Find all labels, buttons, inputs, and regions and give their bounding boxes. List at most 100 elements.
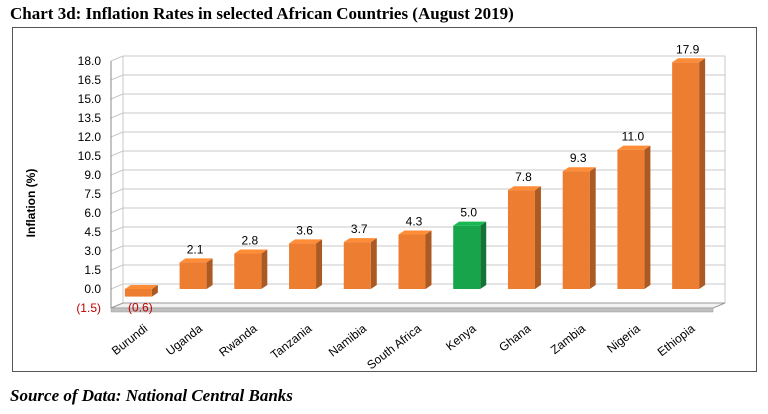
bar-front (179, 262, 207, 289)
bar-burundi (124, 285, 158, 297)
bar-top (289, 239, 323, 244)
bar-side (534, 186, 541, 289)
data-label: 2.8 (241, 234, 258, 248)
bar-top (124, 285, 158, 289)
bar-front (398, 234, 426, 289)
y-tick-label: 1.5 (84, 263, 101, 277)
y-tick-label: 16.5 (78, 73, 102, 87)
y-tick-label: 15.0 (78, 92, 102, 106)
y-axis-ticks: (1.5) 0.0 1.5 3.0 4.5 6.0 7.5 9.0 10.5 12.0 13.5 15… (76, 54, 101, 315)
bar-side (370, 238, 377, 289)
bar-top (617, 145, 651, 150)
bar-ethiopia (672, 58, 706, 290)
source-note: Source of Data: National Central Banks (10, 386, 293, 405)
gridline-depth (110, 169, 124, 176)
y-tick-label: 13.5 (78, 111, 102, 125)
category-label: Burundi (109, 321, 150, 358)
bar-top (343, 238, 377, 243)
gridline-depth (110, 112, 124, 119)
bar-side (644, 145, 651, 289)
bar-side (589, 167, 596, 289)
bars (124, 58, 706, 297)
bar-uganda (179, 258, 213, 289)
data-label: 3.7 (351, 222, 368, 236)
category-label: Rwanda (216, 321, 260, 359)
bar-kenya (453, 221, 487, 289)
chart-frame: (1.5) 0.0 1.5 3.0 4.5 6.0 7.5 9.0 10.5 12.0 13.5 15… (12, 27, 757, 372)
bar-front (124, 289, 152, 297)
gridline-depth (110, 55, 124, 62)
category-label: Namibia (326, 321, 370, 359)
data-labels: (0.6) 2.1 2.8 3.6 3.7 4.3 5.0 7.8 9.3 11.0 17.9 (128, 42, 700, 314)
bar-front (672, 62, 700, 290)
data-label: 5.0 (460, 206, 477, 220)
category-label: Uganda (163, 321, 205, 358)
bar-side (151, 285, 158, 297)
bar-side (261, 249, 268, 289)
bar-top (398, 230, 432, 235)
bar-front (617, 149, 645, 289)
gridline-depth (110, 188, 124, 195)
bar-zambia (562, 167, 596, 289)
y-tick-label: 18.0 (78, 54, 102, 68)
data-label: 4.3 (406, 215, 423, 229)
bar-front (234, 253, 262, 289)
data-label: 3.6 (296, 223, 313, 237)
bar-top (234, 249, 268, 254)
bar-nigeria (617, 145, 651, 289)
bar-tanzania (289, 239, 323, 289)
bar-front (453, 225, 481, 289)
gridline-depth (110, 283, 124, 290)
chart-floor (110, 302, 726, 313)
y-tick-label: 10.5 (78, 149, 102, 163)
data-label: 7.8 (515, 170, 532, 184)
y-tick-label: 7.5 (84, 187, 101, 201)
bar-top (507, 186, 541, 191)
bar-side (480, 221, 487, 289)
category-label: Zambia (548, 321, 588, 357)
data-label: 2.1 (187, 242, 204, 256)
bar-ghana (507, 186, 541, 289)
gridline-depth (110, 245, 124, 252)
floor-plane (110, 302, 726, 309)
gridline-depth (110, 150, 124, 157)
bar-chart: (1.5) 0.0 1.5 3.0 4.5 6.0 7.5 9.0 10.5 12.0 13.5 15… (24, 42, 726, 372)
y-tick-label: 6.0 (84, 206, 101, 220)
bar-top (179, 258, 213, 263)
bar-front (507, 190, 535, 289)
gridline-depth (110, 74, 124, 81)
gridline-depth (110, 131, 124, 138)
y-tick-label: 0.0 (84, 282, 101, 296)
bar-south-africa (398, 230, 432, 289)
category-label: Nigeria (604, 321, 643, 356)
category-label: Ethiopia (655, 321, 698, 359)
bar-side (699, 58, 706, 290)
chart-title: Chart 3d: Inflation Rates in selected Af… (10, 4, 514, 23)
bar-side (425, 230, 432, 289)
gridline-depth (110, 207, 124, 214)
bar-rwanda (234, 249, 268, 289)
category-label: Tanzania (268, 321, 315, 362)
bar-namibia (343, 238, 377, 289)
gridline-depth (110, 226, 124, 233)
data-label: 17.9 (676, 42, 700, 56)
bar-front (343, 242, 371, 289)
category-label: Ghana (496, 321, 533, 354)
data-label: 11.0 (622, 130, 645, 144)
data-label: 9.3 (570, 151, 587, 165)
bar-top (453, 221, 487, 226)
gridline-depth (110, 264, 124, 271)
y-tick-label: 3.0 (84, 244, 101, 258)
y-tick-label: 4.5 (84, 225, 101, 239)
data-label: (0.6) (128, 301, 153, 315)
bar-top (672, 58, 706, 63)
category-label: South Africa (364, 321, 424, 372)
y-tick-label: (1.5) (76, 301, 101, 315)
y-tick-label: 9.0 (84, 168, 101, 182)
bar-side (206, 258, 213, 289)
bar-front (289, 243, 317, 289)
y-axis-label: Inflation (%) (24, 169, 38, 238)
bar-side (316, 239, 323, 289)
category-labels: Burundi Uganda Rwanda Tanzania NamibiaSouth … (109, 321, 698, 372)
y-tick-label: 12.0 (78, 130, 102, 144)
